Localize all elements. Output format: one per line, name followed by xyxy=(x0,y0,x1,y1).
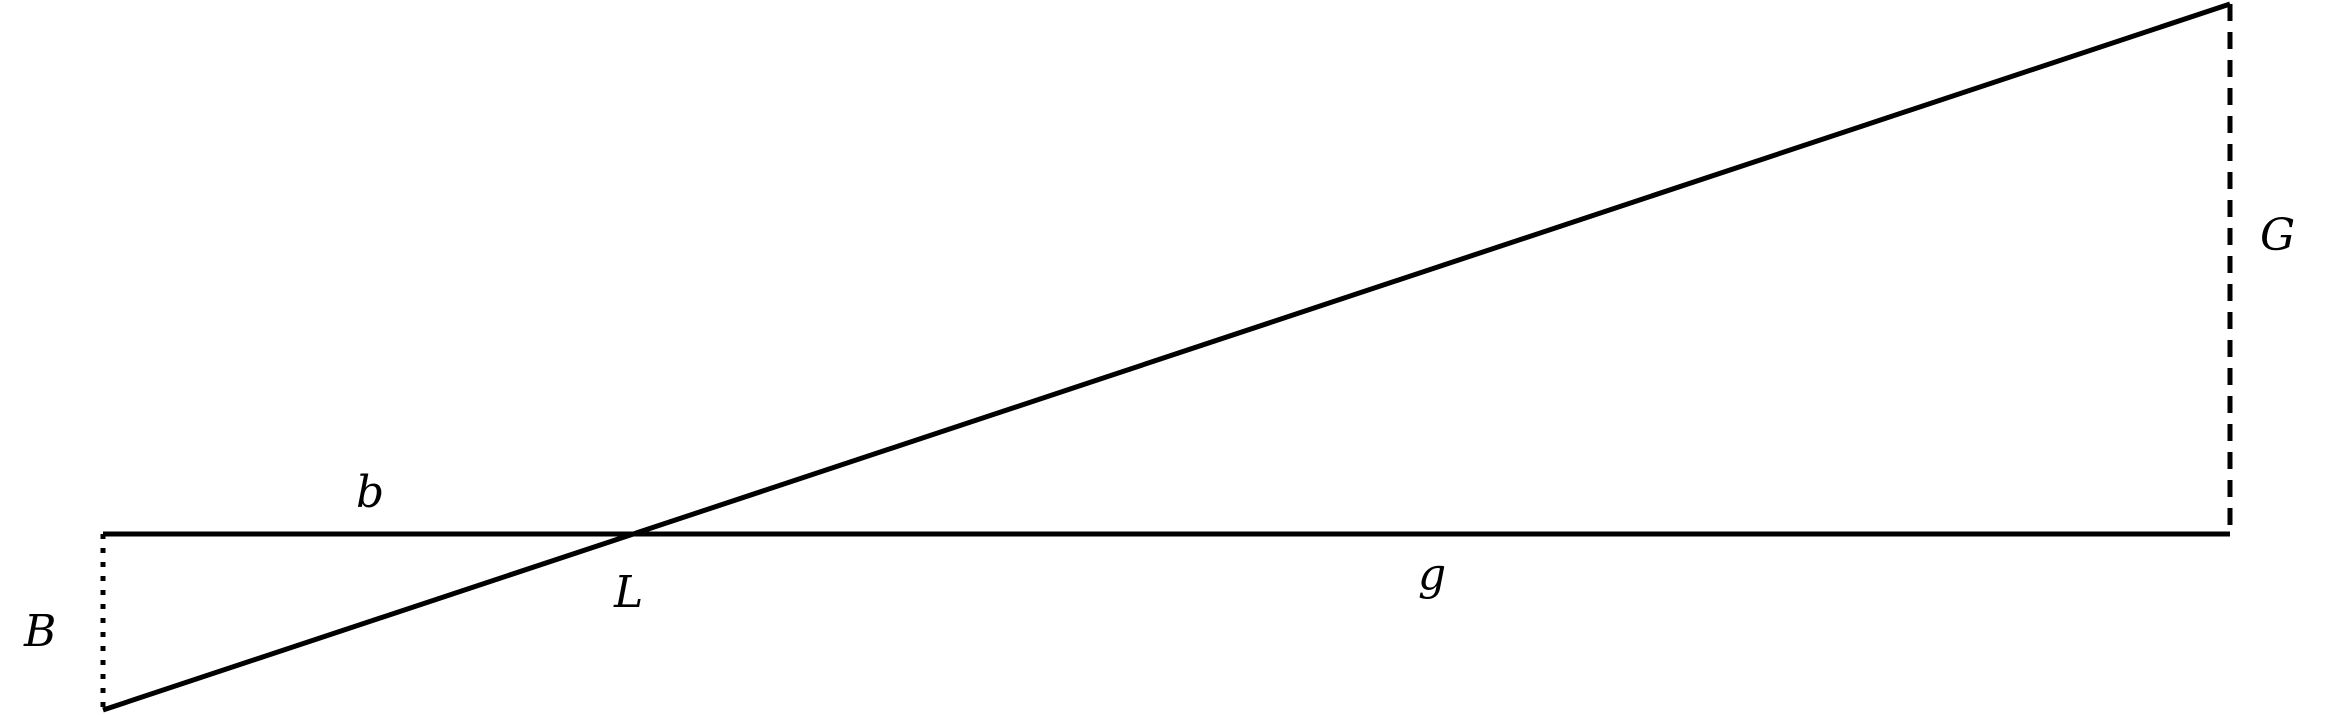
label-g: g xyxy=(1418,549,1446,600)
label-B-upper: B xyxy=(23,606,56,657)
label-G-upper: G xyxy=(2260,210,2295,261)
label-b: b xyxy=(356,467,384,518)
slanted-beam xyxy=(102,1,2231,713)
label-L: L xyxy=(613,567,643,618)
